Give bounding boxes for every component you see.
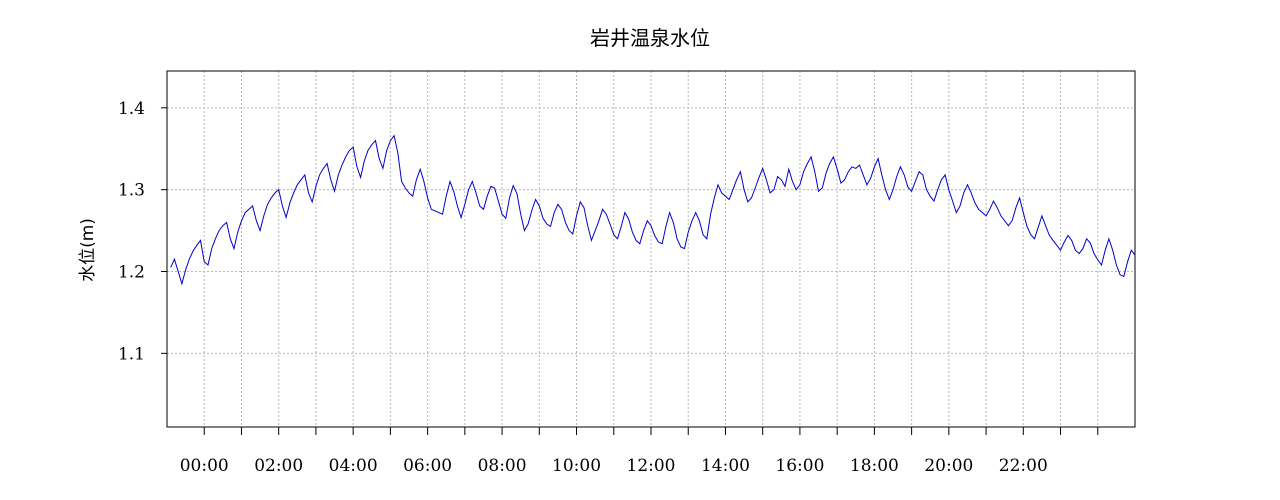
axis-ticks — [161, 107, 1099, 435]
x-tick-label: 00:00 — [180, 456, 229, 476]
x-tick-label: 06:00 — [403, 456, 452, 476]
y-tick-label: 1.2 — [118, 263, 145, 283]
y-tick-label: 1.4 — [118, 99, 145, 119]
x-tick-label: 10:00 — [552, 456, 601, 476]
x-tick-label: 14:00 — [701, 456, 750, 476]
x-tick-label: 08:00 — [478, 456, 527, 476]
x-tick-label: 04:00 — [329, 456, 378, 476]
water-level-line — [170, 134, 1136, 286]
x-tick-label: 20:00 — [924, 456, 973, 476]
y-tick-label: 1.1 — [118, 344, 145, 364]
x-tick-label: 12:00 — [627, 456, 676, 476]
y-tick-label: 1.3 — [118, 181, 145, 201]
series-layer — [170, 134, 1136, 286]
x-axis-tick-labels: 00:00 02:00 04:00 06:00 08:00 10:00 12:00 14:00… — [180, 456, 1048, 476]
y-axis-tick-labels: 1.1 1.2 1.3 1.4 — [118, 99, 145, 365]
plot-frame — [166, 70, 1136, 428]
grid — [167, 71, 1135, 427]
x-tick-label: 16:00 — [775, 456, 824, 476]
x-tick-label: 02:00 — [254, 456, 303, 476]
chart-title: 岩井温泉水位 — [590, 26, 710, 50]
y-axis-label: 水位(m) — [78, 218, 98, 282]
x-tick-label: 22:00 — [999, 456, 1048, 476]
x-tick-label: 18:00 — [850, 456, 899, 476]
